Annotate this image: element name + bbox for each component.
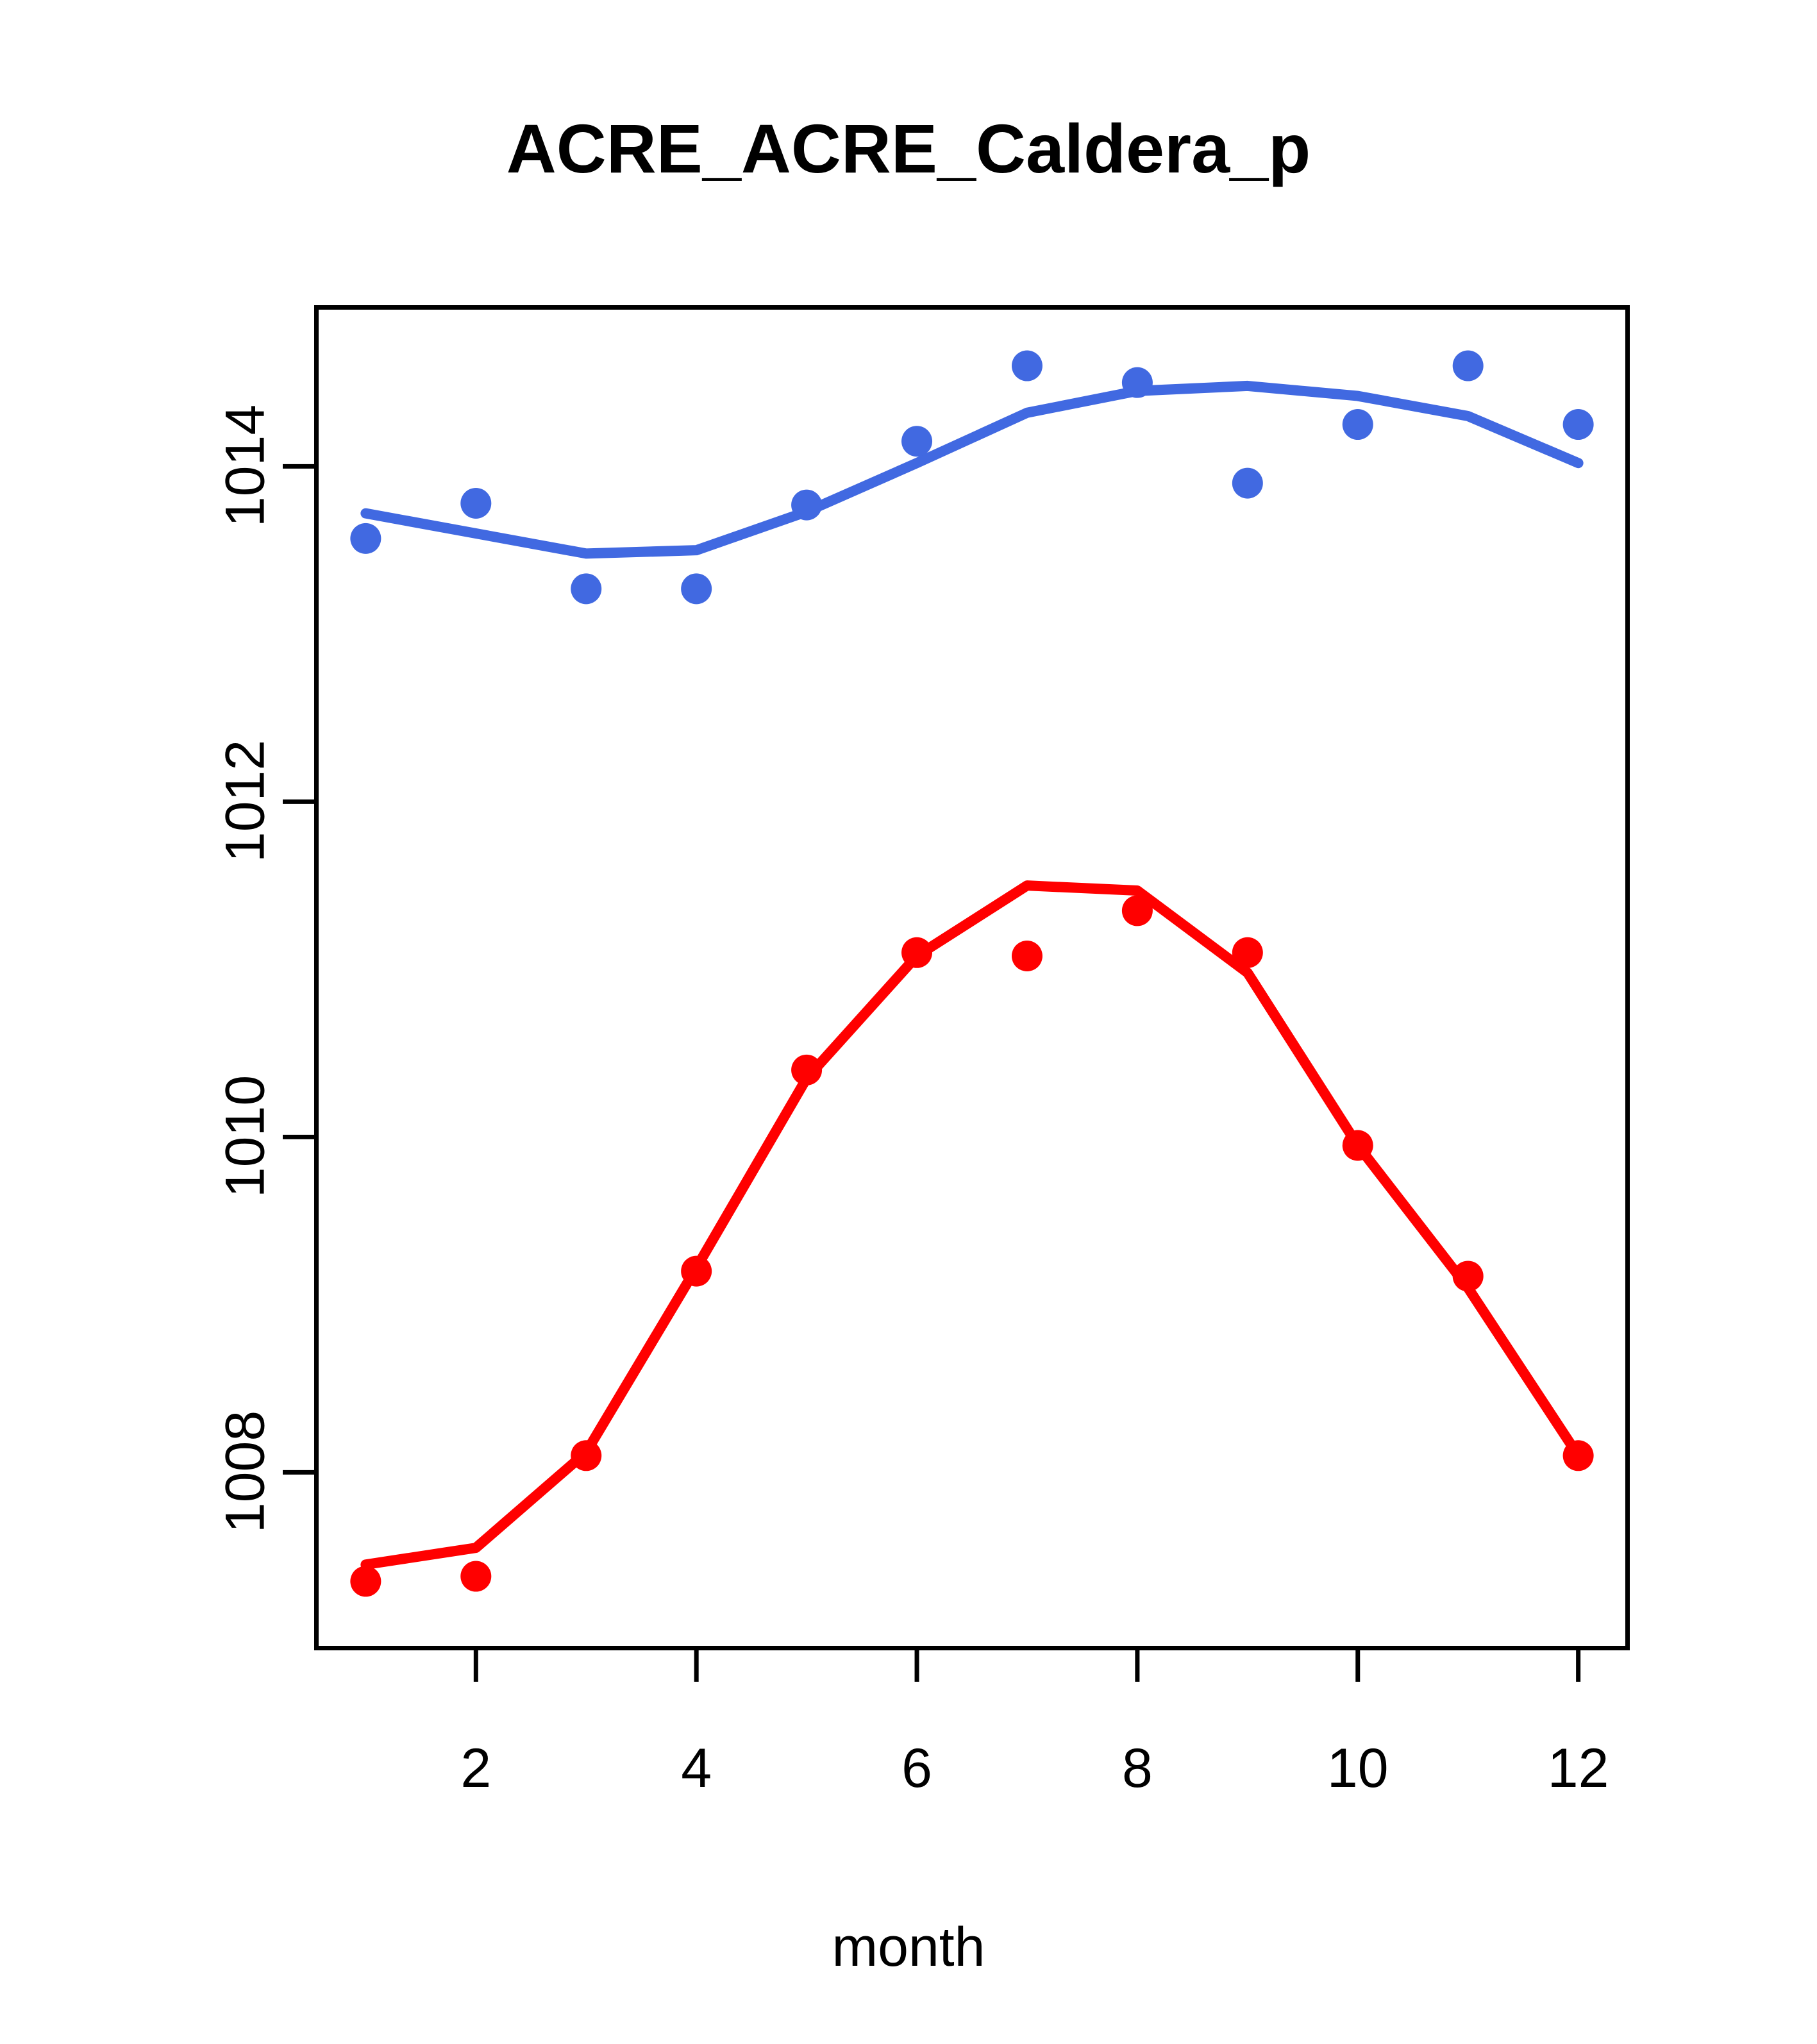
x-tick-label-12: 12 (1547, 1738, 1609, 1799)
red-series-point (901, 937, 933, 968)
blue-series-point (571, 573, 602, 605)
y-tick-label-1010: 1010 (214, 1075, 276, 1198)
x-tick-label-6: 6 (901, 1738, 932, 1799)
plot-area-border (314, 305, 1630, 1650)
y-tick-label-1008: 1008 (214, 1411, 276, 1534)
blue-series-point (1232, 467, 1263, 499)
blue-series-line (360, 380, 1584, 559)
blue-series-point (460, 487, 492, 519)
red-series-point (460, 1561, 492, 1592)
blue-series-point (1011, 350, 1042, 381)
red-series-point (1011, 941, 1042, 972)
y-tick-label-1012: 1012 (214, 740, 276, 863)
blue-series-point (1562, 409, 1594, 440)
red-series-point (1232, 937, 1263, 968)
blue-series-point (1121, 367, 1153, 398)
blue-series-point (901, 426, 933, 457)
red-series-line (360, 880, 1584, 1570)
blue-series-point (350, 523, 381, 554)
x-axis-title: month (832, 1916, 985, 1978)
x-tick-label-8: 8 (1121, 1738, 1153, 1799)
tick-marks (283, 464, 1581, 1682)
red-series-point (1452, 1261, 1484, 1292)
x-tick-label-4: 4 (681, 1738, 712, 1799)
red-series-point (791, 1054, 823, 1085)
x-tick-label-10: 10 (1327, 1738, 1389, 1799)
red-series-point (1562, 1440, 1594, 1471)
y-tick-label-1014: 1014 (214, 405, 276, 528)
blue-series-point (681, 573, 712, 605)
red-series-point (681, 1255, 712, 1287)
red-series-point (1342, 1130, 1373, 1161)
blue-series-point (1342, 409, 1373, 440)
blue-series-point (1452, 350, 1484, 381)
red-series-point (571, 1440, 602, 1471)
blue-series-point (791, 489, 823, 521)
x-tick-label-2: 2 (460, 1738, 492, 1799)
chart-title: ACRE_ACRE_Caldera_p (506, 110, 1311, 187)
red-series-point (350, 1566, 381, 1597)
red-series-point (1121, 895, 1153, 926)
data-series-layer (350, 350, 1594, 1597)
